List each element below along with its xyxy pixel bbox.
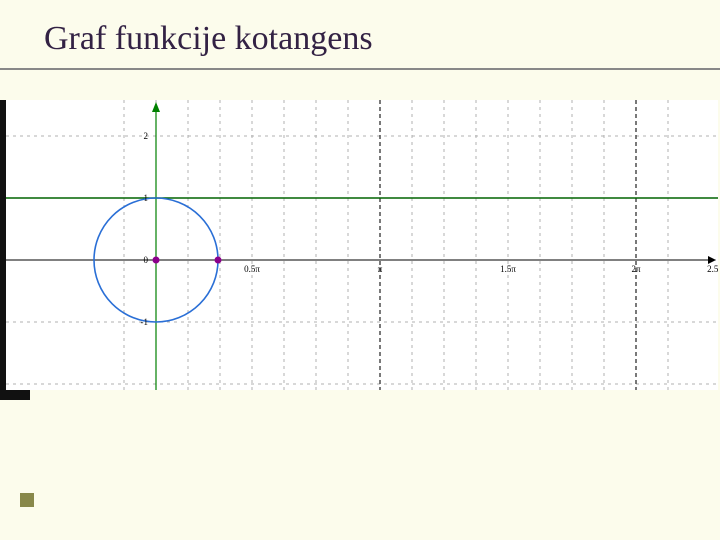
marker-point: [215, 257, 222, 264]
y-axis-arrow-icon: [152, 102, 160, 112]
x-tick-label: π: [378, 264, 383, 274]
slide-title: Graf funkcije kotangens: [44, 20, 373, 58]
y-tick-label: 1: [144, 193, 149, 203]
chart-svg: 0.5π π 1.5π 2π 2.5π 2 1 0 -1: [6, 100, 718, 390]
accent-square: [20, 493, 34, 507]
title-underline: [0, 68, 720, 70]
x-tick-label: 2π: [631, 264, 641, 274]
y-tick-label: 0: [144, 255, 149, 265]
x-tick-label: 0.5π: [244, 264, 260, 274]
chart-area: 0.5π π 1.5π 2π 2.5π 2 1 0 -1: [6, 100, 718, 390]
x-tick-label: 1.5π: [500, 264, 516, 274]
x-axis-arrow-icon: [708, 256, 716, 264]
y-tick-label: -1: [141, 317, 149, 327]
y-tick-label: 2: [144, 131, 149, 141]
x-tick-label: 2.5π: [707, 264, 718, 274]
marker-point: [153, 257, 160, 264]
slide: Graf funkcije kotangens 0.5π π 1.5π 2π 2.5π 2…: [0, 0, 720, 540]
